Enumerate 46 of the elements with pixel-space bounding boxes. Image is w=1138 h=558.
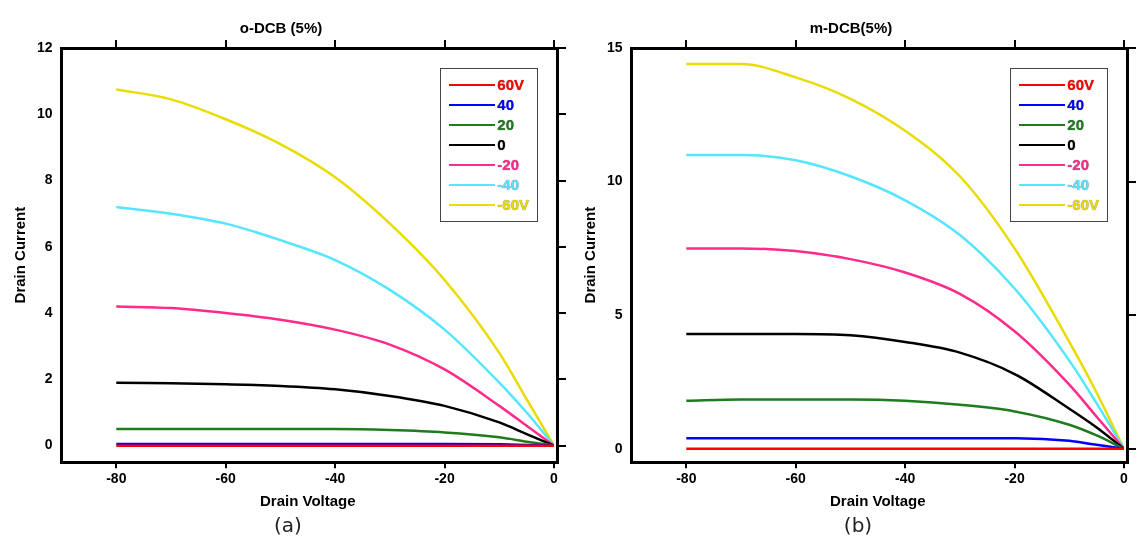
legend-label: -20 bbox=[497, 155, 519, 175]
line-series bbox=[115, 381, 554, 447]
chart-title: m-DCB(5%) bbox=[809, 19, 893, 37]
legend-label: 40 bbox=[497, 95, 514, 115]
legend-label: 20 bbox=[1067, 115, 1084, 135]
legend-label: -40 bbox=[1067, 175, 1089, 195]
chart-title: o-DCB (5%) bbox=[239, 19, 323, 37]
y-axis-title: Drain Current bbox=[581, 206, 599, 304]
x-tick-label: -20 bbox=[1004, 470, 1025, 487]
x-tick-label: -40 bbox=[325, 470, 346, 487]
y-tick-label: 15 bbox=[606, 38, 623, 55]
text: (a) bbox=[273, 513, 303, 537]
legend-label: -60V bbox=[497, 195, 529, 215]
y-tick-label: 10 bbox=[606, 172, 623, 189]
x-tick-label: -20 bbox=[434, 470, 455, 487]
y-tick-label: 10 bbox=[36, 105, 53, 122]
y-tick-label: 0 bbox=[614, 439, 623, 456]
y-tick-label: 2 bbox=[44, 370, 53, 387]
line-series bbox=[685, 436, 1124, 451]
legend-label: -20 bbox=[1067, 155, 1089, 175]
y-tick-label: 8 bbox=[44, 171, 53, 188]
legend-label: -40 bbox=[497, 175, 519, 195]
y-tick-label: 12 bbox=[36, 38, 53, 55]
y-tick-label: 5 bbox=[614, 306, 623, 323]
x-tick-label: -80 bbox=[676, 470, 697, 487]
x-tick-label: -60 bbox=[215, 470, 237, 487]
x-tick-label: -60 bbox=[785, 470, 807, 487]
legend-label: 60V bbox=[497, 75, 525, 95]
legend-label: 40 bbox=[1067, 95, 1084, 115]
x-axis-title: Drain Voltage bbox=[830, 492, 926, 510]
x-tick-label: 0 bbox=[550, 470, 559, 487]
x-tick-label: -80 bbox=[106, 470, 127, 487]
legend-label: 20 bbox=[497, 115, 514, 135]
x-axis-title: Drain Voltage bbox=[260, 492, 356, 510]
legend-label: -60V bbox=[1067, 195, 1099, 215]
legend-label: 60V bbox=[1067, 75, 1095, 95]
line-series bbox=[115, 305, 554, 447]
y-tick-label: 6 bbox=[44, 237, 53, 254]
x-tick-label: -40 bbox=[895, 470, 916, 487]
x-tick-label: 0 bbox=[1120, 470, 1129, 487]
y-axis-title: Drain Current bbox=[11, 206, 29, 304]
y-tick-label: 0 bbox=[44, 436, 53, 453]
text: (b) bbox=[842, 513, 874, 537]
legend-label: 0 bbox=[497, 135, 506, 155]
y-tick-label: 4 bbox=[44, 303, 53, 320]
legend-label: 0 bbox=[1067, 135, 1076, 155]
